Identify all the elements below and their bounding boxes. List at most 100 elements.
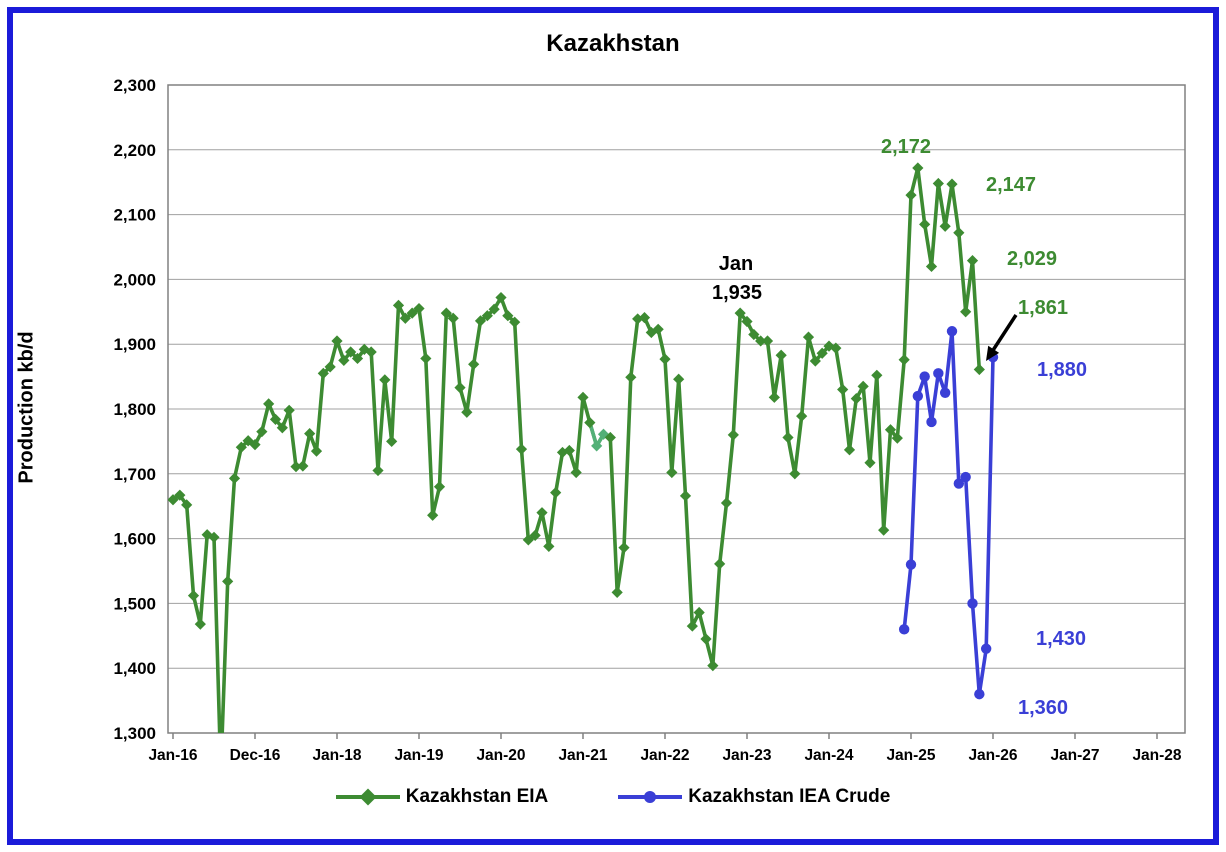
annotation-label: 1,360	[1018, 697, 1068, 719]
y-tick-label: 1,700	[113, 465, 156, 484]
eia-marker	[290, 461, 302, 473]
eia-marker	[420, 352, 432, 365]
eia-marker	[174, 489, 186, 501]
eia-marker	[536, 507, 548, 519]
eia-marker	[666, 466, 678, 479]
legend-label-iea: Kazakhstan IEA Crude	[688, 786, 891, 807]
eia-marker	[440, 307, 452, 319]
x-tick-label: Jan-21	[558, 747, 607, 764]
eia-marker	[632, 313, 644, 325]
annotation-label: 2,172	[881, 136, 931, 158]
eia-marker	[652, 323, 664, 335]
eia-marker	[720, 497, 733, 509]
eia-marker	[686, 620, 698, 632]
eia-marker	[857, 380, 869, 392]
annotation-label: 2,147	[986, 174, 1036, 196]
x-tick-label: Jan-22	[640, 747, 689, 764]
annotation-arrowhead	[986, 345, 1000, 361]
annotation-label: 1,861	[1018, 297, 1068, 319]
legend-item-iea[interactable]: Kazakhstan IEA Crude	[618, 786, 890, 808]
eia-marker	[433, 481, 446, 493]
eia-marker	[317, 367, 329, 379]
eia-marker	[584, 417, 596, 429]
y-tick-label: 2,200	[113, 141, 156, 160]
eia-marker	[222, 575, 234, 587]
y-tick-label: 1,900	[113, 335, 156, 354]
eia-marker	[679, 490, 692, 502]
eia-marker	[714, 558, 726, 570]
eia-marker	[447, 312, 459, 324]
eia-marker	[700, 633, 712, 645]
eia-marker	[577, 391, 589, 403]
x-tick-label: Jan-27	[1050, 747, 1099, 764]
y-tick-label: 1,800	[113, 400, 156, 419]
x-tick-label: Jan-18	[312, 747, 361, 764]
legend-label-eia: Kazakhstan EIA	[405, 786, 549, 807]
eia-marker	[850, 393, 862, 405]
eia-marker	[611, 586, 623, 598]
eia-marker	[345, 346, 357, 358]
eia-marker	[358, 343, 370, 355]
y-tick-label: 1,600	[113, 530, 156, 549]
eia-marker	[973, 363, 985, 376]
eia-marker	[789, 468, 801, 480]
annotation-arrow	[989, 314, 1018, 354]
eia-marker	[905, 189, 917, 201]
eia-marker	[591, 440, 603, 452]
eia-marker	[529, 529, 541, 541]
eia-marker	[618, 542, 630, 554]
eia-marker	[168, 494, 179, 506]
x-tick-label: Jan-19	[394, 747, 443, 764]
legend-item-eia[interactable]: Kazakhstan EIA	[335, 786, 549, 808]
eia-marker	[693, 606, 705, 619]
eia-marker	[673, 373, 685, 385]
eia-marker	[727, 429, 739, 441]
eia-marker	[953, 227, 965, 239]
x-tick-label: Jan-20	[476, 747, 525, 764]
eia-line-diamond-icon	[335, 788, 400, 806]
eia-marker	[782, 431, 794, 444]
x-tick-label: Jan-28	[1132, 747, 1181, 764]
eia-marker	[625, 371, 637, 383]
iea-marker	[905, 559, 917, 570]
eia-marker	[543, 540, 555, 552]
eia-marker	[495, 291, 507, 304]
eia-marker	[912, 162, 924, 174]
eia-marker	[748, 328, 760, 341]
x-tick-label: Jan-24	[804, 747, 853, 764]
eia-marker	[755, 335, 767, 347]
eia-marker	[331, 335, 343, 347]
iea-marker	[946, 326, 958, 337]
eia-marker	[816, 347, 828, 359]
eia-marker	[379, 374, 391, 386]
eia-marker	[884, 424, 897, 436]
eia-marker	[932, 177, 944, 190]
eia-marker	[939, 220, 951, 232]
eia-marker	[775, 349, 787, 361]
eia-marker	[550, 486, 562, 499]
eia-marker	[741, 315, 753, 328]
y-tick-label: 1,500	[113, 594, 156, 613]
eia-marker	[645, 326, 657, 339]
eia-marker	[509, 316, 521, 328]
annotation-label: Jan	[719, 253, 753, 275]
eia-marker	[304, 428, 316, 440]
eia-marker	[966, 255, 979, 267]
eia-marker	[878, 524, 890, 536]
y-tick-label: 2,000	[113, 270, 156, 289]
eia-marker	[283, 404, 295, 416]
chart-title: Kazakhstan	[546, 30, 680, 57]
annotation-label: 1,935	[712, 282, 762, 304]
x-tick-label: Jan-16	[148, 747, 197, 764]
eia-marker	[707, 660, 719, 672]
eia-marker	[406, 307, 418, 319]
iea-marker	[926, 416, 937, 428]
eia-marker	[468, 358, 480, 370]
x-tick-label: Dec-16	[230, 747, 281, 764]
iea-line	[902, 329, 995, 696]
eia-marker	[365, 346, 377, 358]
eia-marker	[502, 310, 514, 322]
iea-marker	[939, 387, 951, 398]
iea-marker	[912, 390, 924, 402]
